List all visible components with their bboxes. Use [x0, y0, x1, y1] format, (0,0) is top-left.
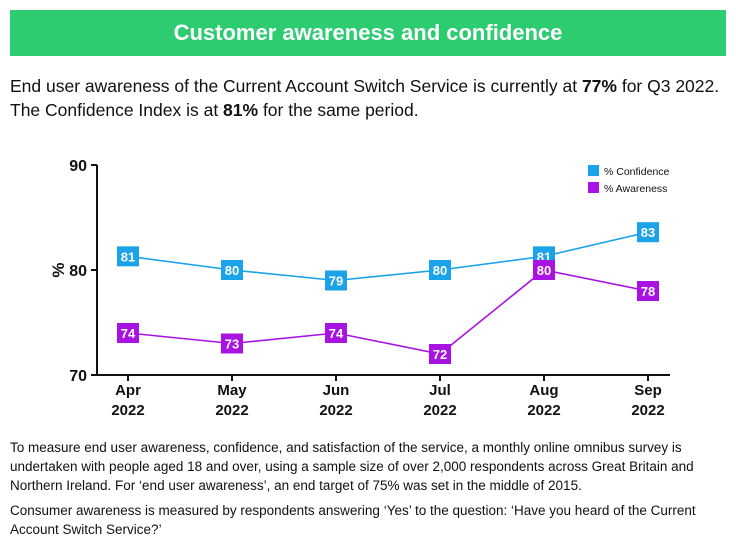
legend-swatch — [588, 182, 599, 193]
series-line-confidence — [127, 231, 649, 282]
data-point-marker — [429, 344, 451, 364]
x-tick-label-year: 2022 — [111, 402, 144, 419]
legend-label: % Confidence — [604, 166, 670, 178]
data-label: 72 — [433, 347, 447, 362]
data-label: 74 — [329, 326, 344, 341]
x-tick-label-year: 2022 — [631, 402, 664, 419]
data-label: 73 — [225, 337, 239, 352]
x-tick-label-month: Sep — [634, 382, 662, 399]
series-line-awareness — [127, 269, 649, 355]
x-tick-label-month: Apr — [115, 382, 141, 399]
data-label: 83 — [641, 225, 655, 240]
y-tick-label: 70 — [69, 368, 87, 385]
footnote-methodology: To measure end user awareness, confidenc… — [10, 440, 694, 493]
page-title: Customer awareness and confidence — [173, 20, 563, 45]
y-tick-label: 80 — [69, 263, 87, 280]
data-point-marker — [117, 246, 139, 267]
data-point-marker — [637, 281, 659, 301]
data-point-marker — [533, 260, 555, 280]
data-label: 80 — [225, 263, 239, 278]
x-tick-label-year: 2022 — [215, 402, 248, 419]
data-point-marker — [221, 333, 243, 354]
data-label: 79 — [329, 274, 343, 289]
footnote-awareness-definition: Consumer awareness is measured by respon… — [10, 503, 696, 537]
x-tick-label-year: 2022 — [527, 402, 560, 419]
x-tick-label-month: Aug — [529, 382, 558, 399]
data-point-marker — [221, 260, 243, 280]
intro-line-1: End user awareness of the Current Accoun… — [10, 76, 720, 96]
x-tick-label-year: 2022 — [319, 402, 352, 419]
line-chart: 70 80 90% Apr 2022 May 2022 Jun 2022 Jul 2022 Aug 20… — [49, 158, 670, 419]
confidence-value: 81% — [223, 100, 259, 120]
data-point-marker — [637, 222, 659, 243]
data-label: 81 — [121, 249, 135, 264]
data-point-marker — [117, 323, 139, 343]
data-point-marker — [429, 260, 451, 280]
y-tick-label: 90 — [69, 158, 87, 175]
x-tick-label-month: Jun — [323, 382, 350, 399]
data-point-marker — [325, 270, 347, 291]
legend-label: % Awareness — [604, 183, 667, 195]
awareness-value: 77% — [581, 76, 617, 96]
intro-line-2: The Confidence Index is at 81% for the s… — [10, 100, 419, 120]
x-tick-label-month: May — [217, 382, 247, 399]
title-banner: Customer awareness and confidence — [10, 10, 726, 56]
data-label: 80 — [537, 263, 551, 278]
x-tick-label-year: 2022 — [423, 402, 456, 419]
x-tick-label-month: Jul — [429, 382, 451, 399]
data-label: 80 — [433, 263, 447, 278]
data-point-marker — [325, 323, 347, 343]
data-label: 74 — [121, 326, 136, 341]
y-axis-label: % — [49, 262, 68, 277]
data-label: 78 — [641, 284, 655, 299]
footnotes: To measure end user awareness, confidenc… — [10, 438, 726, 545]
legend-swatch — [588, 165, 599, 176]
intro-text: End user awareness of the Current Accoun… — [10, 74, 726, 122]
